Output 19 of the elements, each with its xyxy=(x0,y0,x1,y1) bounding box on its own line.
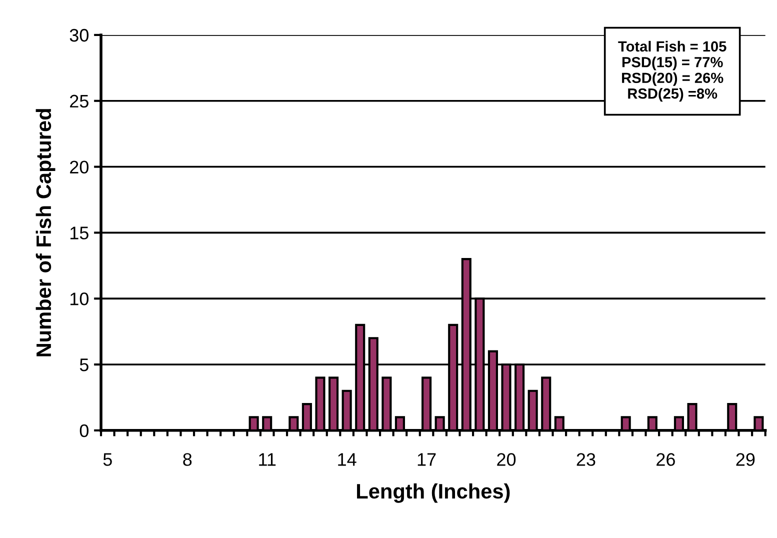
x-tick-label: 5 xyxy=(103,453,112,466)
y-tick-label: 25 xyxy=(70,94,88,108)
x-tick-label: 14 xyxy=(338,453,356,466)
y-tick-label: 5 xyxy=(80,358,88,372)
x-tick-label: 20 xyxy=(497,453,516,466)
x-tick-label: 29 xyxy=(736,453,755,466)
annotation: Total Fish = 105 PSD(15) = 77% RSD(20) = 26% RSD(25) =8% xyxy=(618,40,726,102)
x-tick-label: 26 xyxy=(656,453,675,466)
x-tick-label: 8 xyxy=(183,453,192,466)
y-tick-label: 20 xyxy=(70,160,88,174)
y-tick-label: 0 xyxy=(80,424,88,438)
x-tick-label: 17 xyxy=(418,453,436,466)
y-axis-title: Number of Fish Captured xyxy=(36,109,56,356)
x-axis-title: Length (Inches) xyxy=(357,483,510,503)
y-tick-label: 30 xyxy=(70,28,88,42)
x-tick-label: 11 xyxy=(259,453,276,466)
y-tick-label: 15 xyxy=(70,226,88,240)
x-tick-label: 23 xyxy=(576,453,596,466)
y-tick-label: 10 xyxy=(70,292,88,306)
